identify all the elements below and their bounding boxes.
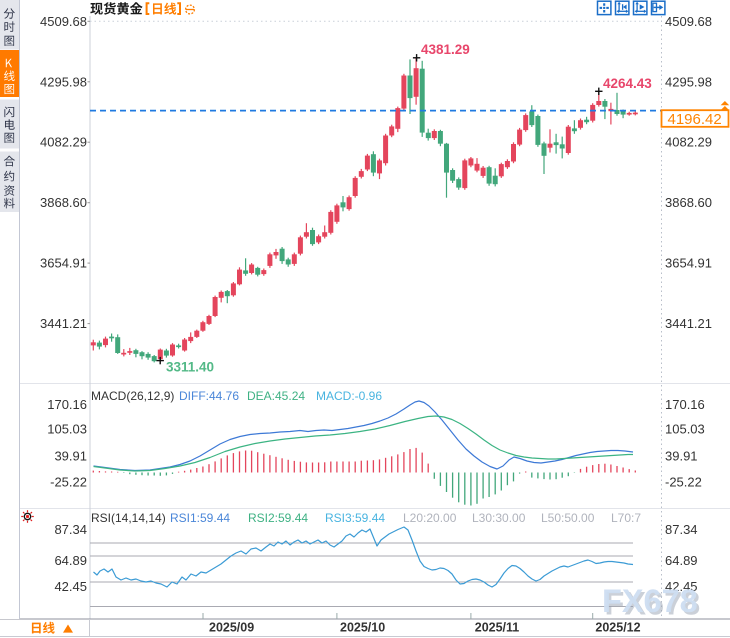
svg-text:3868.60: 3868.60 bbox=[665, 195, 712, 210]
svg-text:3654.91: 3654.91 bbox=[665, 256, 712, 271]
svg-text:105.03: 105.03 bbox=[47, 421, 87, 436]
svg-text:4264.43: 4264.43 bbox=[603, 76, 652, 91]
svg-text:MACD(26,12,9): MACD(26,12,9) bbox=[91, 389, 174, 403]
svg-text:L50:50.00: L50:50.00 bbox=[541, 511, 595, 525]
svg-text:4381.29: 4381.29 bbox=[421, 42, 470, 57]
svg-text:4295.98: 4295.98 bbox=[665, 74, 712, 89]
svg-text:FX678: FX678 bbox=[605, 586, 701, 622]
svg-text:39.91: 39.91 bbox=[665, 449, 698, 464]
svg-text:RSI3:59.44: RSI3:59.44 bbox=[325, 511, 385, 525]
svg-text:4509.68: 4509.68 bbox=[40, 14, 87, 29]
svg-text:DIFF:44.76: DIFF:44.76 bbox=[179, 389, 239, 403]
svg-text:L20:20.00: L20:20.00 bbox=[403, 511, 457, 525]
svg-text:2025/10: 2025/10 bbox=[340, 621, 385, 635]
svg-text:RSI(14,14,14): RSI(14,14,14) bbox=[91, 511, 166, 525]
svg-text:87.34: 87.34 bbox=[54, 522, 87, 537]
svg-text:2025/11: 2025/11 bbox=[475, 621, 520, 635]
svg-text:64.89: 64.89 bbox=[54, 553, 87, 568]
svg-text:3654.91: 3654.91 bbox=[40, 256, 87, 271]
svg-text:3441.21: 3441.21 bbox=[40, 316, 87, 331]
svg-text:42.45: 42.45 bbox=[665, 579, 698, 594]
svg-text:3311.40: 3311.40 bbox=[166, 360, 214, 375]
svg-text:RSI1:59.44: RSI1:59.44 bbox=[170, 511, 230, 525]
svg-text:3441.21: 3441.21 bbox=[665, 316, 712, 331]
svg-text:L70:7: L70:7 bbox=[611, 511, 641, 525]
svg-text:4509.68: 4509.68 bbox=[665, 14, 712, 29]
svg-text:87.34: 87.34 bbox=[665, 522, 698, 537]
svg-text:170.16: 170.16 bbox=[665, 397, 705, 412]
svg-text:2025/09: 2025/09 bbox=[209, 621, 254, 635]
svg-text:L30:30.00: L30:30.00 bbox=[472, 511, 526, 525]
svg-text:64.89: 64.89 bbox=[665, 553, 698, 568]
svg-text:4082.29: 4082.29 bbox=[665, 135, 712, 150]
svg-text:39.91: 39.91 bbox=[54, 449, 87, 464]
svg-text:MACD:-0.96: MACD:-0.96 bbox=[316, 389, 382, 403]
svg-text:FX678: FX678 bbox=[602, 583, 698, 619]
svg-text:42.45: 42.45 bbox=[54, 579, 87, 594]
svg-text:-25.22: -25.22 bbox=[665, 475, 702, 490]
svg-text:2025/12: 2025/12 bbox=[595, 621, 640, 635]
svg-text:170.16: 170.16 bbox=[47, 397, 87, 412]
svg-text:4082.29: 4082.29 bbox=[40, 135, 87, 150]
svg-text:4295.98: 4295.98 bbox=[40, 74, 87, 89]
svg-text:RSI2:59.44: RSI2:59.44 bbox=[248, 511, 308, 525]
svg-text:3868.60: 3868.60 bbox=[40, 195, 87, 210]
svg-text:105.03: 105.03 bbox=[665, 421, 705, 436]
svg-text:-25.22: -25.22 bbox=[50, 475, 87, 490]
svg-text:4196.42: 4196.42 bbox=[668, 111, 722, 128]
svg-text:DEA:45.24: DEA:45.24 bbox=[247, 389, 305, 403]
